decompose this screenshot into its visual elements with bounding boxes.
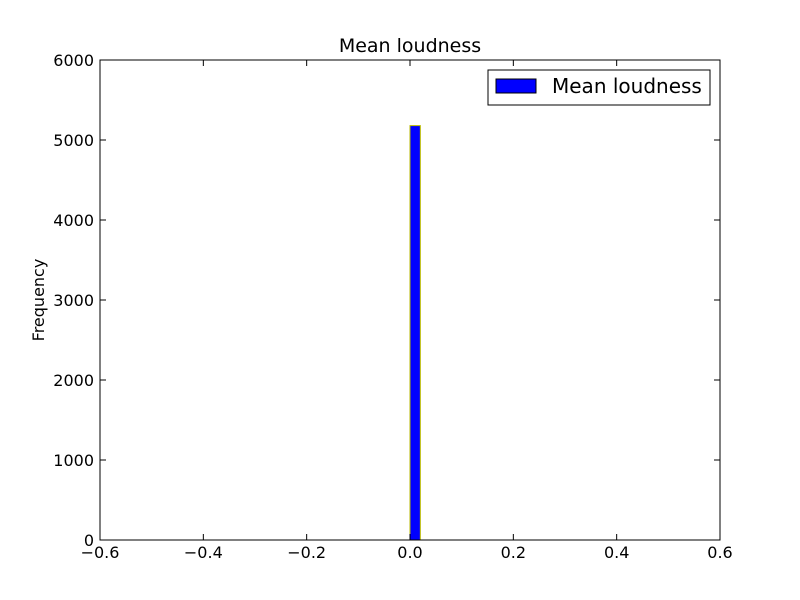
bars-group: [409, 125, 421, 541]
y-tick-label: 6000: [53, 51, 94, 70]
x-tick-label: 0.0: [397, 543, 422, 562]
x-tick-labels: −0.6 −0.4 −0.2 0.0 0.2 0.4 0.6: [81, 543, 733, 562]
histogram-bar: [409, 125, 421, 541]
y-tick-labels: 0 1000 2000 3000 4000 5000 6000: [53, 51, 94, 550]
y-tick-label: 5000: [53, 131, 94, 150]
y-tick-label: 2000: [53, 371, 94, 390]
x-tick-label: 0.2: [501, 543, 526, 562]
x-tick-label: 0.6: [707, 543, 732, 562]
y-axis-title: Frequency: [29, 259, 48, 342]
x-tick-label: −0.2: [287, 543, 326, 562]
legend: Mean loudness: [487, 69, 711, 106]
legend-swatch: [495, 78, 537, 94]
x-tick-label: −0.6: [81, 543, 120, 562]
y-tick-label: 4000: [53, 211, 94, 230]
y-tick-label: 0: [84, 531, 94, 550]
y-tick-label: 3000: [53, 291, 94, 310]
x-tick-label: −0.4: [184, 543, 223, 562]
legend-label: Mean loudness: [552, 74, 702, 98]
y-tick-label: 1000: [53, 451, 94, 470]
chart-title: Mean loudness: [339, 35, 481, 57]
x-tick-label: 0.4: [604, 543, 629, 562]
plot-frame: [99, 59, 721, 541]
